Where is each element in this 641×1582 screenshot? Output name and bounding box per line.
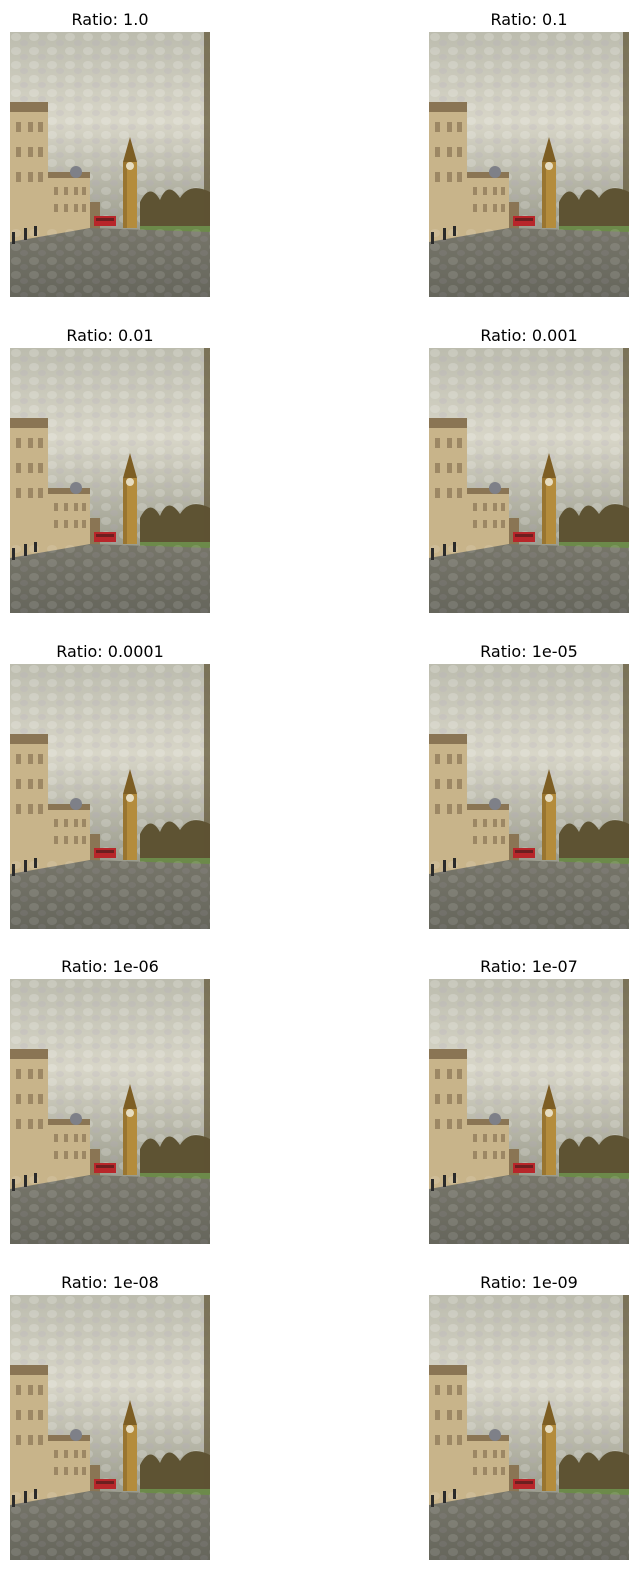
panel-title: Ratio: 1e-05 xyxy=(480,642,578,661)
panel-title: Ratio: 1.0 xyxy=(71,10,149,29)
panel-image xyxy=(10,664,210,929)
panel-title: Ratio: 0.001 xyxy=(480,326,578,345)
panel-image xyxy=(10,32,210,297)
panel-title: Ratio: 0.1 xyxy=(490,10,568,29)
panel-image xyxy=(429,1295,629,1560)
panel-title: Ratio: 1e-07 xyxy=(480,957,578,976)
panel-image xyxy=(10,1295,210,1560)
panel-image xyxy=(429,348,629,613)
panel-image xyxy=(429,664,629,929)
panel-title: Ratio: 1e-08 xyxy=(61,1273,159,1292)
panel-title: Ratio: 1e-06 xyxy=(61,957,159,976)
panel-title: Ratio: 0.0001 xyxy=(56,642,164,661)
panel-image xyxy=(10,348,210,613)
panel: Ratio: 1e-08 xyxy=(10,1271,210,1561)
panel: Ratio: 1e-05 xyxy=(429,640,629,930)
panel: Ratio: 1e-09 xyxy=(429,1271,629,1561)
panel-image xyxy=(429,32,629,297)
panel: Ratio: 1e-07 xyxy=(429,955,629,1245)
panel-title: Ratio: 1e-09 xyxy=(480,1273,578,1292)
panel: Ratio: 1.0 xyxy=(10,8,210,298)
panel-image xyxy=(429,979,629,1244)
panel: Ratio: 1e-06 xyxy=(10,955,210,1245)
panel: Ratio: 0.001 xyxy=(429,324,629,614)
panel-image xyxy=(10,979,210,1244)
panel: Ratio: 0.1 xyxy=(429,8,629,298)
panel: Ratio: 0.0001 xyxy=(10,640,210,930)
panel-title: Ratio: 0.01 xyxy=(66,326,154,345)
panel: Ratio: 0.01 xyxy=(10,324,210,614)
